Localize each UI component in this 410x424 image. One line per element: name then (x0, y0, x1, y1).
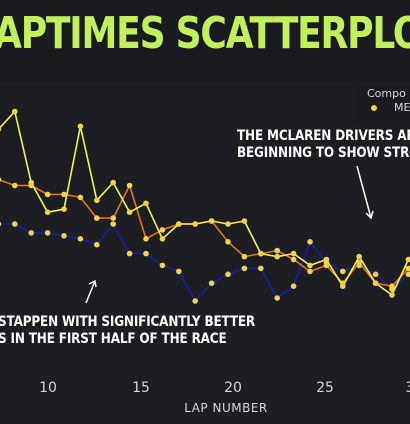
data-point (44, 230, 51, 236)
data-point (143, 236, 149, 242)
data-point (94, 241, 100, 248)
data-point (0, 127, 2, 132)
annotation-mclaren-line-2: BEGINNING TO SHOW STRO (237, 145, 410, 161)
data-point (143, 250, 149, 257)
title-green-part: APTIMES SCATTERPLOT (0, 8, 410, 59)
annotation-mclaren: THE MCLAREN DRIVERS AR BEGINNING TO SHOW… (237, 128, 410, 162)
data-point (208, 280, 215, 287)
data-point (159, 262, 166, 269)
data-point (258, 265, 264, 272)
data-point (44, 191, 51, 198)
data-point (307, 268, 313, 275)
legend (356, 84, 410, 124)
data-point (192, 221, 198, 227)
data-point (110, 179, 116, 186)
annotation-verstappen-line-2: S IN THE FIRST HALF OF THE RACE (0, 331, 227, 347)
data-point (290, 283, 297, 290)
data-point (12, 182, 18, 189)
annotation-verstappen: STAPPEN WITH SIGNIFICANTLY BETTER S IN T… (0, 314, 255, 348)
data-point (241, 218, 248, 224)
data-point (110, 215, 116, 221)
data-point (44, 209, 51, 215)
chart-title: APTIMES SCATTERPLOT • R (0, 8, 410, 59)
series-line-yellow (0, 110, 410, 296)
legend-title: Compo (367, 87, 406, 100)
data-point (143, 200, 149, 207)
data-point (159, 227, 166, 233)
data-point (389, 286, 395, 292)
legend-item-label: ME (394, 101, 410, 114)
data-point (372, 280, 379, 287)
annotation-verstappen-line-1: STAPPEN WITH SIGNIFICANTLY BETTER (0, 314, 256, 330)
x-tick-label: 25 (316, 380, 334, 396)
annotation-mclaren-line-1: THE MCLAREN DRIVERS AR (237, 128, 410, 144)
x-tick-label: 20 (224, 380, 242, 396)
data-point (0, 177, 2, 182)
data-point (274, 295, 281, 301)
data-point (28, 230, 34, 236)
data-point (258, 250, 264, 257)
data-point (208, 218, 215, 224)
data-point (290, 256, 297, 263)
data-point (340, 280, 346, 287)
data-point (110, 221, 116, 227)
x-axis-label: LAP NUMBER (184, 401, 268, 415)
data-point (61, 206, 67, 212)
data-point (176, 221, 182, 227)
data-point (77, 123, 84, 130)
data-point (126, 209, 133, 215)
x-tick-label: 3 (406, 380, 410, 396)
data-point (241, 265, 248, 272)
data-point (274, 253, 281, 260)
data-point (126, 250, 133, 257)
data-point (340, 268, 346, 275)
data-point (389, 292, 395, 298)
annotation-arrowhead-mclaren (365, 210, 374, 220)
data-point (192, 298, 198, 304)
data-point (176, 268, 182, 275)
data-point (307, 262, 313, 269)
data-point (28, 182, 34, 189)
data-point (307, 239, 313, 245)
data-point (0, 221, 2, 227)
data-point (372, 271, 379, 278)
data-point (225, 271, 231, 278)
data-point (241, 253, 248, 260)
annotation-arrow-verstappen (85, 280, 96, 304)
data-point (12, 221, 18, 227)
annotation-arrowhead-verstappen (88, 279, 97, 288)
data-point (356, 262, 363, 269)
data-point (126, 182, 133, 189)
data-point (12, 108, 18, 115)
data-point (290, 250, 297, 257)
data-point (94, 215, 100, 221)
data-point (225, 239, 231, 245)
annotation-arrow-mclaren (356, 165, 372, 219)
data-point (94, 197, 100, 204)
data-point (405, 271, 410, 278)
x-tick-label: 10 (39, 380, 57, 396)
data-point (405, 256, 410, 263)
data-point (77, 194, 84, 201)
data-point (61, 233, 67, 239)
data-point (61, 191, 67, 198)
data-point (274, 247, 281, 254)
data-point (356, 253, 363, 260)
title-bar: APTIMES SCATTERPLOT • R (0, 0, 410, 82)
x-tick-label: 15 (132, 380, 150, 396)
legend-marker (371, 105, 377, 111)
data-point (77, 236, 84, 242)
data-point (159, 236, 166, 242)
data-point (405, 265, 410, 272)
data-point (225, 221, 231, 227)
data-point (323, 259, 330, 266)
